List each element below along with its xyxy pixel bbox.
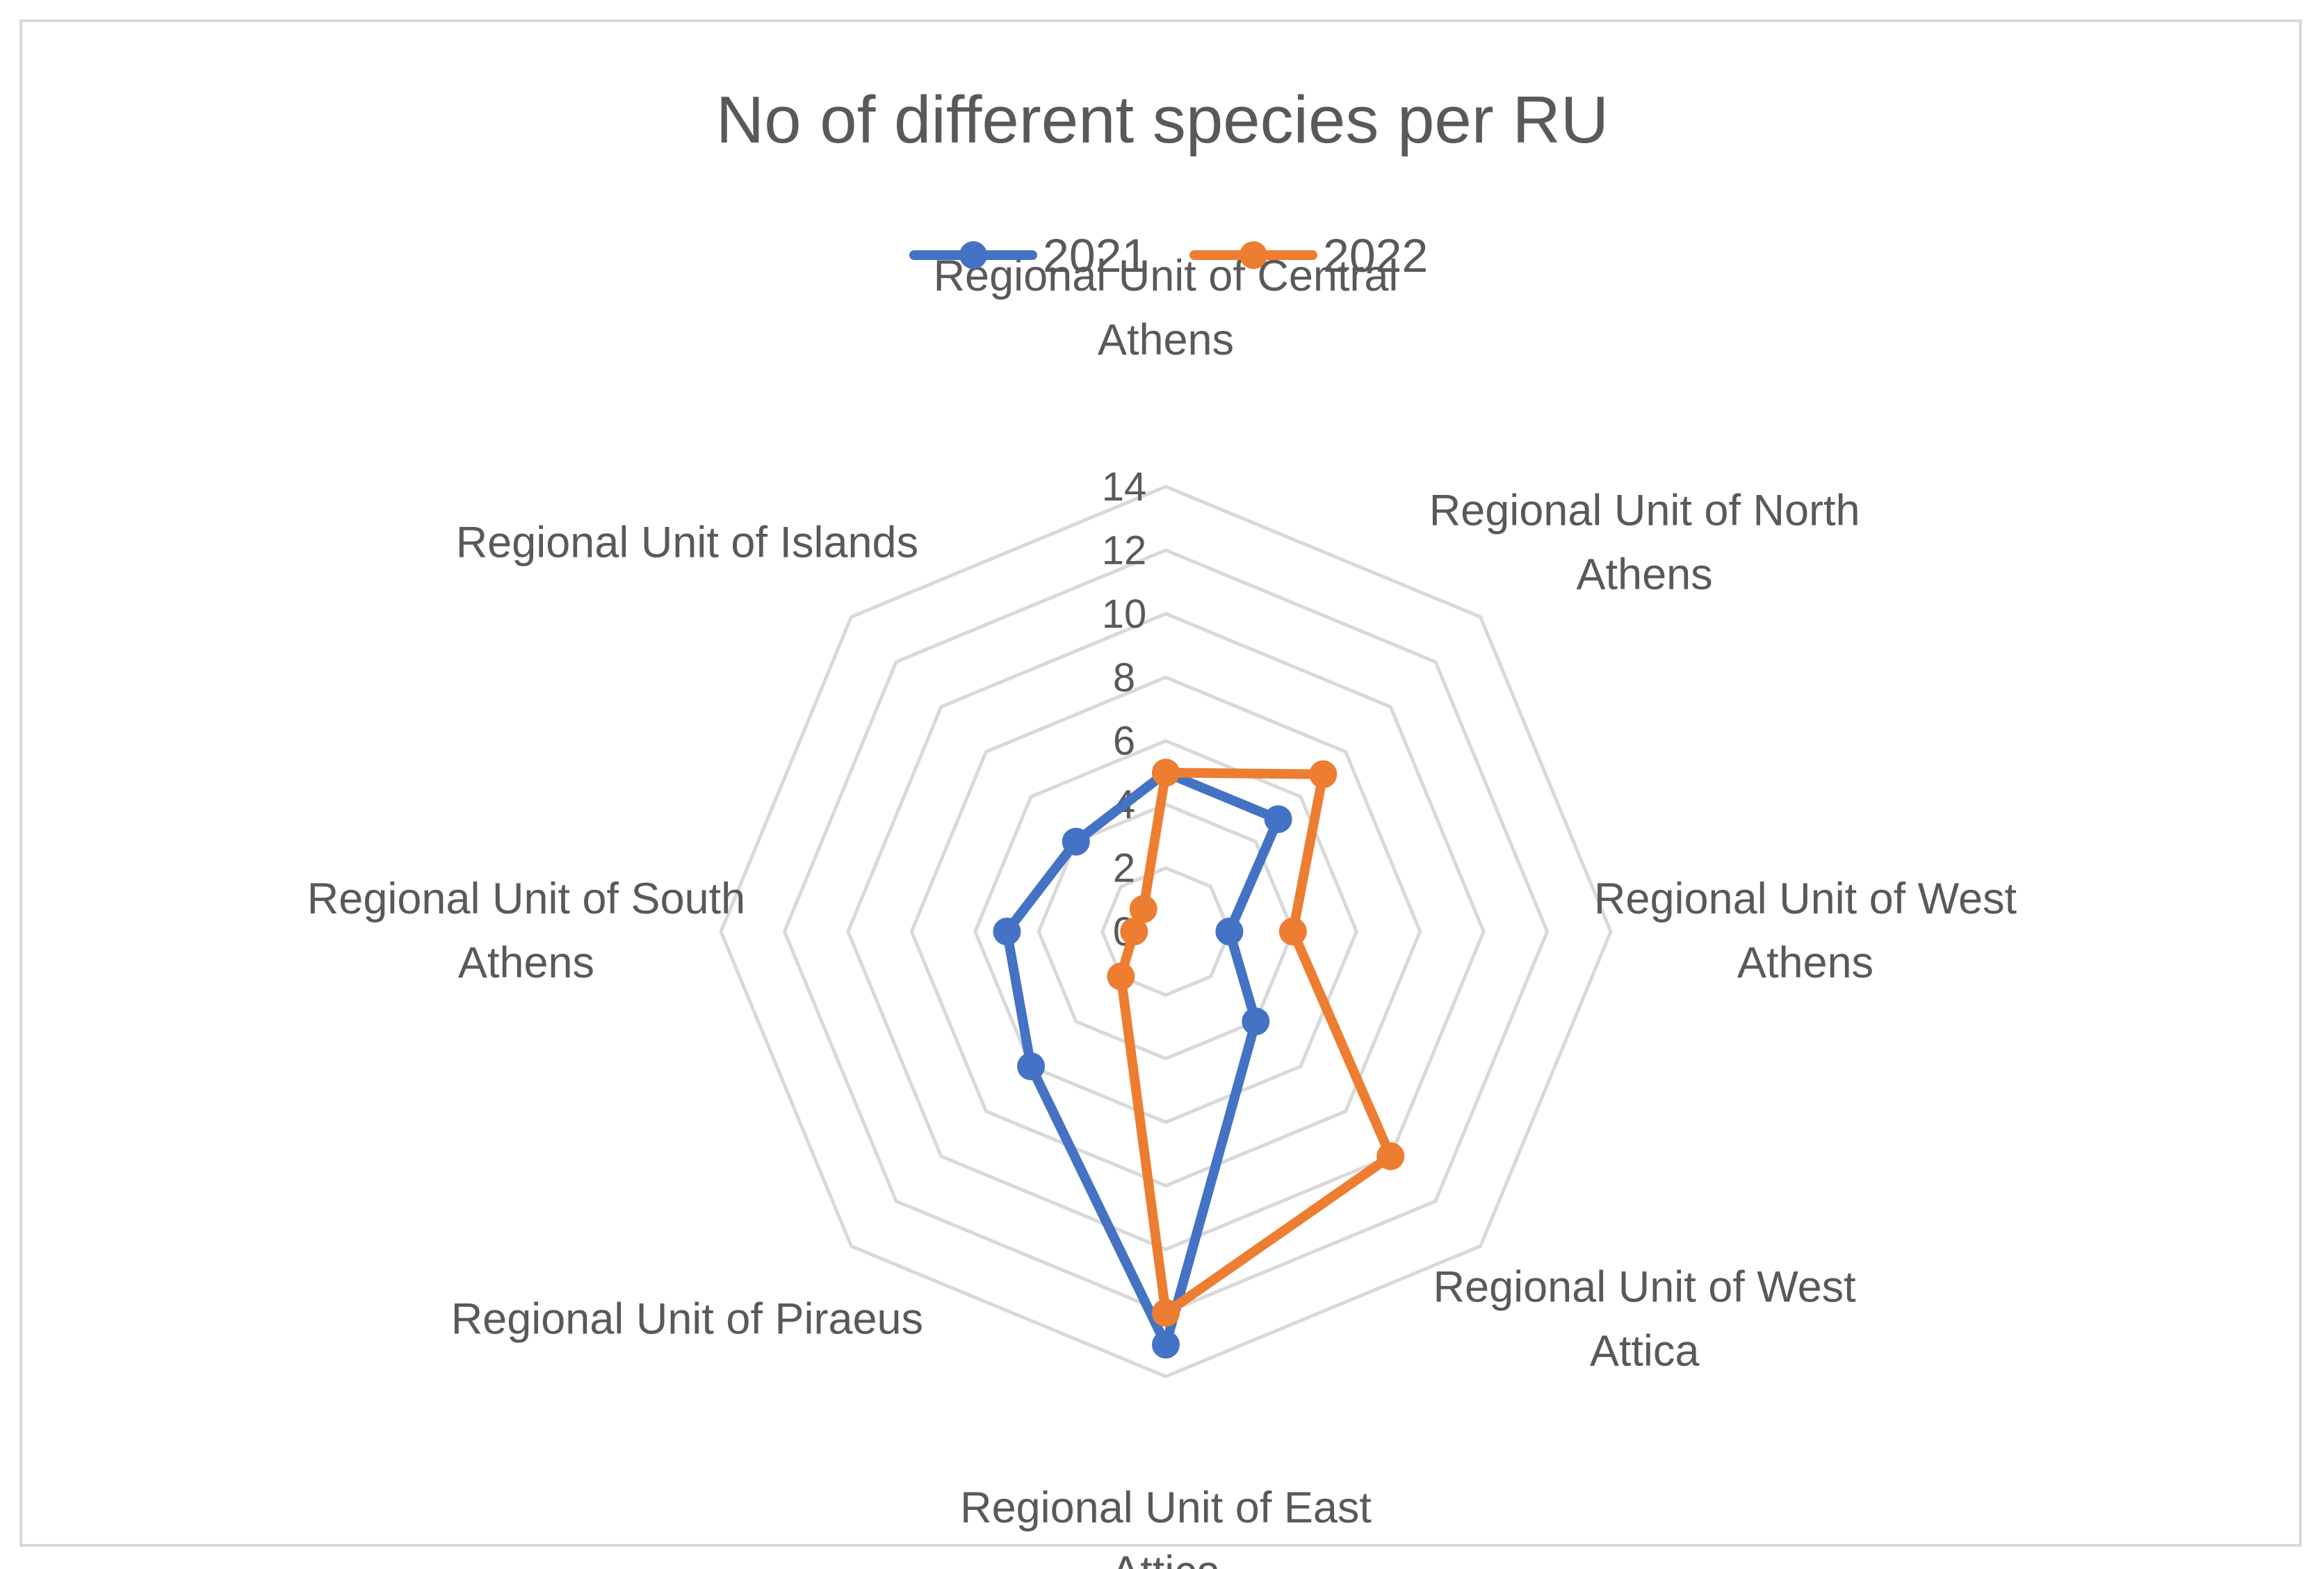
series-2022 [1107,758,1405,1327]
category-label: Regional Unit of Piraeus [451,1295,923,1344]
category-label-line: Regional Unit of Piraeus [451,1295,923,1344]
radial-tick-label: 10 [1102,592,1147,637]
data-point [1152,1331,1180,1359]
data-point [1152,1299,1180,1327]
data-point [1129,895,1157,923]
category-label-line: Attica [1111,1547,1221,1569]
series-2021 [993,758,1292,1359]
legend-marker [1240,241,1267,269]
series-line [1116,767,1396,1318]
category-label-line: Regional Unit of North [1429,486,1860,535]
data-point [1152,758,1180,787]
data-point [1278,918,1307,945]
grid-ring [1037,802,1295,1061]
legend: 2021 2022 [909,229,1428,282]
legend-item-2022: 2022 [1189,229,1428,282]
category-label-line: Regional Unit of West [1594,875,2017,923]
radar-grid [719,485,1613,1379]
data-point [1264,805,1292,834]
grid-ring [719,485,1613,1379]
category-label: Regional Unit of West Athens [1594,875,2017,987]
data-point [1062,827,1090,856]
category-label-line: Attica [1590,1327,1700,1376]
radial-tick-label: 12 [1102,528,1147,573]
category-label-line: Athens [1098,316,1234,364]
radial-tick-label: 8 [1113,655,1135,700]
category-label-line: Regional Unit of South [307,875,745,923]
category-label-line: Regional Unit of West [1433,1263,1857,1312]
data-point [1215,918,1244,945]
category-label: Regional Unit of North Athens [1429,486,1860,599]
legend-item-2021: 2021 [909,229,1148,282]
category-label: Regional Unit of South Athens [307,875,745,987]
series-layer [993,758,1405,1359]
data-point [1120,918,1148,945]
grid-ring [909,675,1422,1188]
grid-ring [846,612,1486,1251]
category-label-line: Athens [1577,550,1713,599]
radial-tick-labels: 02468101214 [1102,464,1147,954]
radial-tick-label: 2 [1113,846,1135,891]
grid-ring [1100,865,1232,998]
category-label-line: Athens [458,938,594,987]
data-point [1017,1052,1046,1080]
data-point [1376,1142,1405,1171]
category-label-line: Regional Unit of Islands [456,518,918,567]
data-point [1107,962,1135,991]
chart-title: No of different species per RU [716,83,1609,157]
radial-tick-label: 14 [1102,464,1147,510]
data-point [993,918,1021,945]
data-point [1242,1007,1270,1036]
legend-label: 2021 [1043,229,1148,282]
legend-label: 2022 [1323,229,1428,282]
category-label-line: Athens [1737,938,1874,987]
category-label-line: Regional Unit of East [960,1483,1372,1532]
category-label: Regional Unit of Islands [456,518,918,567]
category-label: Regional Unit of West Attica [1433,1263,1857,1376]
grid-ring [782,548,1550,1315]
radial-tick-label: 6 [1113,719,1135,764]
category-label: Regional Unit of East Attica [960,1483,1372,1569]
grid-ring [973,739,1358,1124]
legend-marker [959,241,987,269]
data-point [1309,760,1338,788]
